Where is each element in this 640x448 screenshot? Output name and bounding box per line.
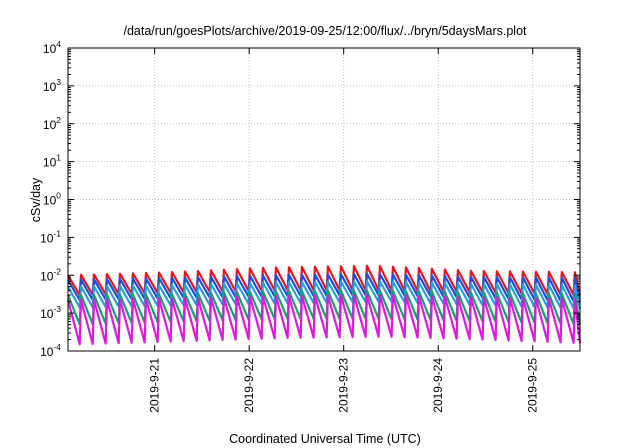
y-tick-label: 10-1 <box>40 228 61 245</box>
y-tick-label: 102 <box>43 115 61 132</box>
y-tick-label: 10-2 <box>40 266 61 283</box>
y-tick-label: 10-4 <box>40 342 61 359</box>
x-axis: 2019-9-21 2019-9-22 2019-9-23 2019-9-24 2019… <box>148 48 540 413</box>
y-axis-label: cSv/day <box>29 177 43 222</box>
series-lines <box>66 264 582 346</box>
y-tick-label: 10-3 <box>40 304 61 321</box>
x-tick-label: 2019-9-22 <box>242 358 256 413</box>
x-tick-label: 2019-9-23 <box>337 358 351 413</box>
x-tick-label: 2019-9-25 <box>526 358 540 413</box>
series-line <box>66 294 582 346</box>
chart-title: /data/run/goesPlots/archive/2019-09-25/1… <box>123 24 527 38</box>
y-tick-label: 104 <box>43 39 61 56</box>
y-tick-label: 101 <box>43 153 61 170</box>
x-tick-label: 2019-9-24 <box>431 358 445 413</box>
x-tick-label: 2019-9-21 <box>148 358 162 413</box>
y-tick-label: 103 <box>43 77 61 94</box>
x-axis-label: Coordinated Universal Time (UTC) <box>229 432 421 446</box>
y-axis: 10-4 10-3 10-2 10-1 100 101 102 103 104 <box>40 39 580 359</box>
y-tick-label: 100 <box>43 191 61 208</box>
